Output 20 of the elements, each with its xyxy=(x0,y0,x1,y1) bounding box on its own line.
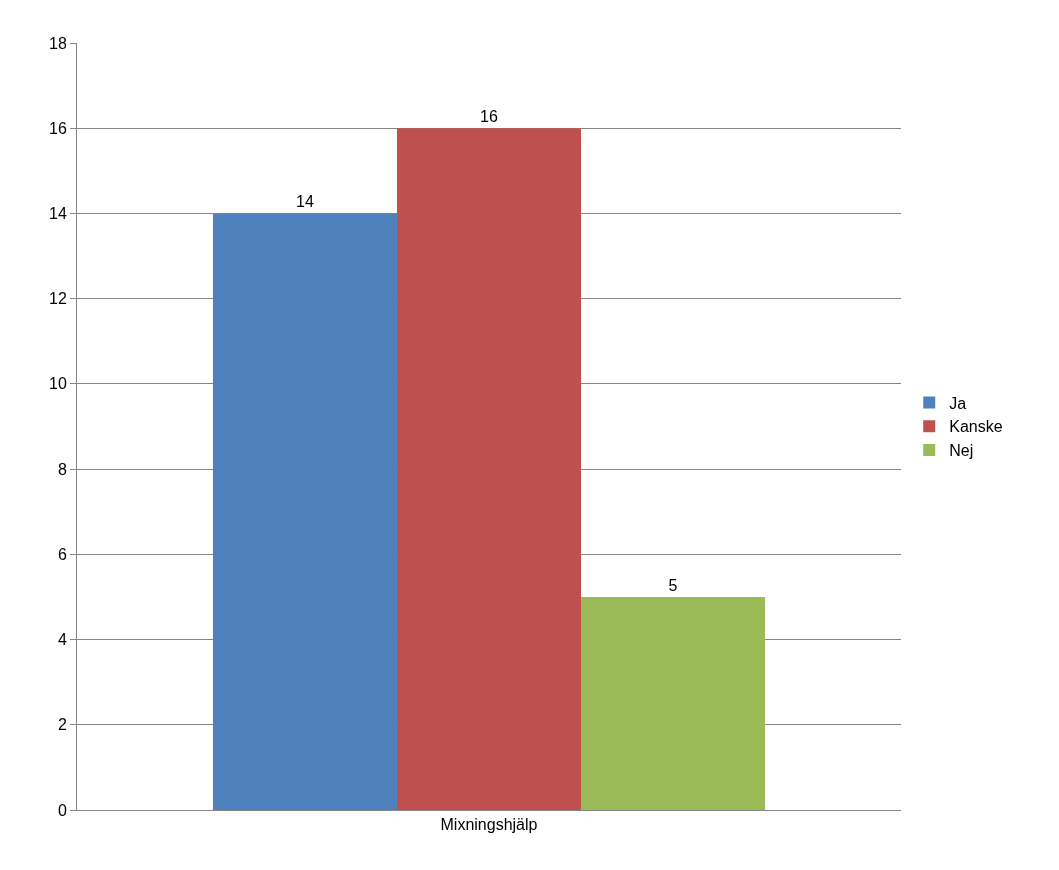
data-label: 14 xyxy=(296,193,314,211)
bar xyxy=(212,213,397,810)
bar xyxy=(581,596,766,810)
y-tick-label: 6 xyxy=(57,545,67,563)
legend-label: Kanske xyxy=(949,418,1003,436)
data-label: 16 xyxy=(480,108,498,126)
y-tick-label: 12 xyxy=(49,290,67,308)
y-tick-label: 0 xyxy=(57,801,67,819)
y-tick-label: 8 xyxy=(57,460,67,478)
y-tick-label: 18 xyxy=(49,34,67,52)
y-tick-label: 10 xyxy=(49,375,67,393)
legend-label: Ja xyxy=(949,394,967,412)
y-tick-label: 14 xyxy=(49,205,67,223)
y-tick-label: 16 xyxy=(49,119,67,137)
y-tick-label: 4 xyxy=(57,631,67,649)
legend-label: Nej xyxy=(949,442,974,460)
y-tick-label: 2 xyxy=(57,716,67,734)
data-label: 5 xyxy=(668,576,678,594)
bar xyxy=(396,128,582,810)
x-tick-label: Mixningshjälp xyxy=(440,816,538,834)
